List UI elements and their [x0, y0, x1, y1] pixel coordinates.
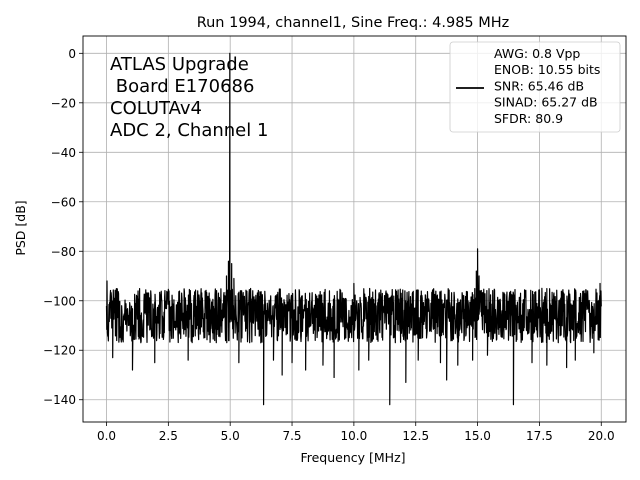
- legend-entry: AWG: 0.8 Vpp: [494, 46, 580, 61]
- y-tick-label: −40: [51, 146, 76, 160]
- x-tick-label: 7.5: [282, 429, 301, 443]
- y-tick-label: −20: [51, 96, 76, 110]
- x-axis-label: Frequency [MHz]: [300, 450, 405, 465]
- x-tick-label: 15.0: [464, 429, 491, 443]
- annotation-line: COLUTAv4: [110, 98, 202, 119]
- x-tick-label: 5.0: [221, 429, 240, 443]
- x-tick-label: 2.5: [159, 429, 178, 443]
- y-tick-label: −140: [43, 393, 76, 407]
- series-line-psd: [105, 52, 602, 406]
- y-axis-label: PSD [dB]: [13, 200, 28, 255]
- y-axis-ticks: 0 −20 −40 −60 −80 −100 −120 −140: [43, 47, 83, 407]
- legend-entry: SNR: 65.46 dB: [494, 78, 584, 93]
- legend-box: [449, 41, 621, 133]
- x-axis-ticks: 0.0 2.5 5.0 7.5 10.0 12.5 15.0 17.5 20.0: [97, 422, 615, 443]
- x-tick-label: 10.0: [341, 429, 368, 443]
- y-tick-label: −60: [51, 195, 76, 209]
- legend-entry: SINAD: 65.27 dB: [494, 95, 598, 110]
- x-tick-label: 20.0: [588, 429, 615, 443]
- y-tick-label: −80: [51, 245, 76, 259]
- x-tick-label: 17.5: [526, 429, 553, 443]
- annotation-line: ATLAS Upgrade: [110, 54, 249, 75]
- y-tick-label: 0: [68, 47, 76, 61]
- chart-title: Run 1994, channel1, Sine Freq.: 4.985 MH…: [197, 15, 510, 31]
- y-tick-label: −100: [43, 294, 76, 308]
- x-tick-label: 12.5: [402, 429, 429, 443]
- y-tick-label: −120: [43, 344, 76, 358]
- annotation-line: Board E170686: [110, 76, 254, 97]
- annotation-line: ADC 2, Channel 1: [110, 120, 268, 141]
- legend-entry: SFDR: 80.9: [494, 111, 563, 126]
- series-psd: [105, 52, 602, 406]
- x-tick-label: 0.0: [97, 429, 116, 443]
- legend-entry: ENOB: 10.55 bits: [494, 62, 600, 77]
- plot-frame: [82, 35, 627, 423]
